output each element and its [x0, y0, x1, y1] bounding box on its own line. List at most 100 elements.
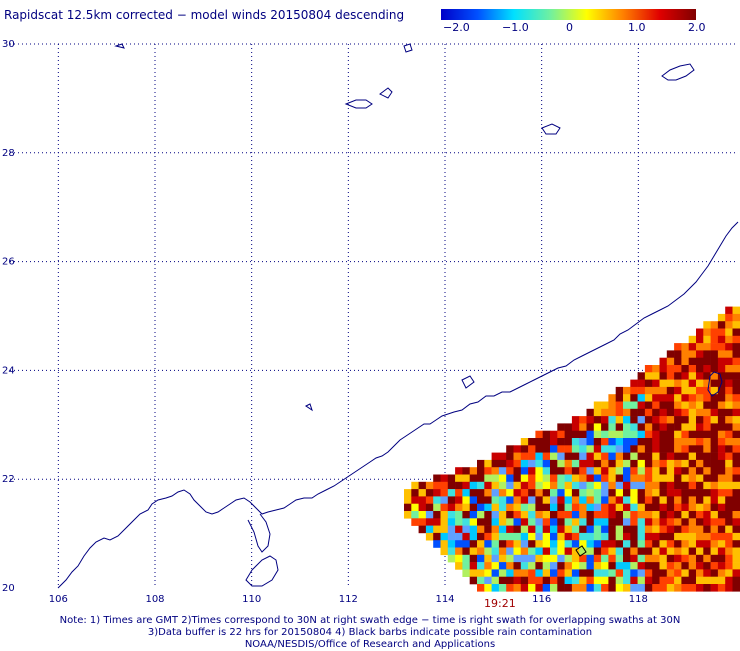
- wind-cell: [703, 533, 711, 541]
- wind-cell: [492, 540, 500, 548]
- wind-cell: [711, 584, 719, 592]
- wind-cell: [725, 372, 733, 380]
- wind-cell: [667, 350, 675, 358]
- wind-cell: [696, 460, 704, 468]
- wind-cell: [689, 445, 697, 453]
- wind-cell: [608, 526, 616, 534]
- wind-cell: [725, 533, 733, 541]
- wind-cell: [711, 504, 719, 512]
- wind-cell: [652, 380, 660, 388]
- wind-cell: [535, 438, 543, 446]
- wind-cell: [506, 526, 514, 534]
- wind-cell: [587, 460, 595, 468]
- wind-cell: [433, 504, 441, 512]
- wind-cell: [630, 577, 638, 585]
- wind-cell: [696, 409, 704, 417]
- wind-cell: [470, 548, 478, 556]
- wind-cell: [703, 336, 711, 344]
- wind-cell: [733, 518, 740, 526]
- wind-cell: [506, 569, 514, 577]
- wind-cell: [681, 394, 689, 402]
- wind-cell: [711, 511, 719, 519]
- wind-cell: [514, 569, 522, 577]
- wind-cell: [645, 518, 653, 526]
- wind-cell: [703, 409, 711, 417]
- wind-cell: [528, 453, 536, 461]
- notes: Note: 1) Times are GMT 2)Times correspon…: [0, 615, 740, 651]
- wind-cell: [587, 518, 595, 526]
- wind-cell: [733, 526, 740, 534]
- wind-cell: [674, 365, 682, 373]
- wind-cell: [492, 577, 500, 585]
- wind-cell: [667, 526, 675, 534]
- wind-cell: [718, 402, 726, 410]
- wind-cell: [448, 518, 456, 526]
- wind-cell: [733, 372, 740, 380]
- wind-cell: [645, 526, 653, 534]
- wind-cell: [448, 555, 456, 563]
- wind-cell: [696, 336, 704, 344]
- wind-cell: [681, 526, 689, 534]
- wind-cell: [718, 496, 726, 504]
- wind-cell: [689, 467, 697, 475]
- wind-cell: [543, 438, 551, 446]
- wind-cell: [565, 496, 573, 504]
- wind-cell: [572, 475, 580, 483]
- wind-cell: [419, 489, 427, 497]
- wind-cell: [681, 533, 689, 541]
- wind-cell: [550, 562, 558, 570]
- wind-cell: [470, 467, 478, 475]
- wind-cell: [696, 402, 704, 410]
- wind-cell: [601, 496, 609, 504]
- wind-cell: [696, 431, 704, 439]
- wind-cell: [733, 540, 740, 548]
- wind-cell: [514, 460, 522, 468]
- wind-cell: [718, 562, 726, 570]
- wind-cell: [608, 518, 616, 526]
- wind-cell: [587, 584, 595, 592]
- wind-cell: [521, 445, 529, 453]
- wind-cell: [426, 489, 434, 497]
- wind-cell: [667, 453, 675, 461]
- wind-cell: [652, 518, 660, 526]
- wind-cell: [674, 511, 682, 519]
- wind-cell: [718, 504, 726, 512]
- wind-cell: [616, 409, 624, 417]
- wind-cell: [528, 548, 536, 556]
- wind-cell: [594, 467, 602, 475]
- wind-cell: [521, 562, 529, 570]
- wind-cell: [638, 555, 646, 563]
- wind-cell: [608, 431, 616, 439]
- wind-cell: [448, 482, 456, 490]
- wind-cell: [652, 467, 660, 475]
- wind-cell: [492, 460, 500, 468]
- wind-cell: [462, 504, 470, 512]
- wind-cell: [638, 526, 646, 534]
- wind-cell: [667, 540, 675, 548]
- wind-cell: [689, 380, 697, 388]
- wind-cell: [689, 343, 697, 351]
- wind-cell: [696, 423, 704, 431]
- wind-cell: [608, 555, 616, 563]
- wind-cell: [492, 533, 500, 541]
- wind-cell: [565, 569, 573, 577]
- wind-cell: [681, 496, 689, 504]
- wind-cell: [696, 482, 704, 490]
- wind-cell: [681, 423, 689, 431]
- wind-cell: [733, 467, 740, 475]
- wind-cell: [572, 584, 580, 592]
- wind-cell: [565, 475, 573, 483]
- wind-cell: [543, 569, 551, 577]
- wind-cell: [645, 453, 653, 461]
- wind-cell: [543, 533, 551, 541]
- wind-cell: [689, 548, 697, 556]
- wind-cell: [667, 475, 675, 483]
- wind-cell: [492, 467, 500, 475]
- wind-cell: [484, 548, 492, 556]
- wind-cell: [557, 584, 565, 592]
- wind-cell: [667, 416, 675, 424]
- wind-cell: [696, 343, 704, 351]
- wind-cell: [660, 482, 668, 490]
- wind-cell: [455, 496, 463, 504]
- wind-cell: [587, 409, 595, 417]
